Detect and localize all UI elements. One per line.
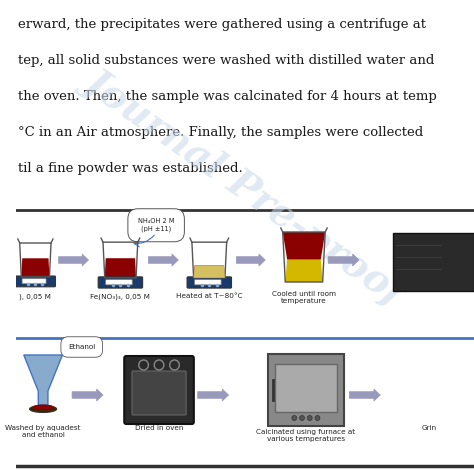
- Circle shape: [300, 416, 304, 420]
- Polygon shape: [283, 232, 325, 282]
- FancyBboxPatch shape: [106, 280, 132, 285]
- Text: Washed by aquadest
and ethanol: Washed by aquadest and ethanol: [5, 425, 81, 438]
- FancyBboxPatch shape: [275, 364, 337, 412]
- FancyBboxPatch shape: [98, 277, 143, 288]
- Text: NH₄OH 2 M
(pH ±11): NH₄OH 2 M (pH ±11): [138, 218, 174, 232]
- Polygon shape: [24, 355, 63, 405]
- FancyBboxPatch shape: [195, 280, 221, 285]
- Circle shape: [292, 416, 297, 420]
- FancyBboxPatch shape: [22, 279, 46, 283]
- Text: the oven. Then, the sample was calcinated for 4 hours at temp: the oven. Then, the sample was calcinate…: [18, 90, 437, 103]
- FancyBboxPatch shape: [132, 371, 186, 415]
- FancyBboxPatch shape: [124, 356, 194, 424]
- Text: Dried in oven: Dried in oven: [135, 425, 183, 431]
- Text: Grin: Grin: [422, 425, 437, 431]
- Polygon shape: [283, 232, 325, 259]
- Polygon shape: [237, 254, 265, 266]
- FancyBboxPatch shape: [15, 276, 55, 287]
- Text: Ethanol: Ethanol: [68, 344, 95, 350]
- Text: Fe(NO₃)₃, 0,05 M: Fe(NO₃)₃, 0,05 M: [91, 293, 150, 300]
- FancyBboxPatch shape: [393, 233, 474, 291]
- Ellipse shape: [29, 405, 56, 412]
- Polygon shape: [72, 389, 103, 401]
- Polygon shape: [198, 389, 228, 401]
- FancyBboxPatch shape: [268, 354, 344, 426]
- Text: tep, all solid substances were washed with distilled water and: tep, all solid substances were washed wi…: [18, 54, 434, 67]
- Polygon shape: [105, 258, 136, 278]
- Text: erward, the precipitates were gathered using a centrifuge at: erward, the precipitates were gathered u…: [18, 18, 426, 31]
- Text: til a fine powder was established.: til a fine powder was established.: [18, 162, 243, 175]
- Circle shape: [315, 416, 320, 420]
- Polygon shape: [328, 254, 359, 266]
- Polygon shape: [285, 259, 323, 282]
- Circle shape: [307, 416, 312, 420]
- Polygon shape: [349, 389, 380, 401]
- Text: °C in an Air atmosphere. Finally, the samples were collected: °C in an Air atmosphere. Finally, the sa…: [18, 126, 423, 139]
- Ellipse shape: [33, 404, 54, 410]
- Text: Calcinated using furnace at
various temperatures: Calcinated using furnace at various temp…: [256, 429, 356, 442]
- Text: Heated at T~80°C: Heated at T~80°C: [176, 293, 243, 299]
- Polygon shape: [193, 265, 225, 278]
- Polygon shape: [59, 254, 89, 266]
- Text: ), 0,05 M: ), 0,05 M: [19, 293, 51, 300]
- FancyBboxPatch shape: [187, 277, 231, 288]
- Text: Journal Pre-proof: Journal Pre-proof: [78, 60, 412, 310]
- Polygon shape: [193, 265, 225, 278]
- Polygon shape: [148, 254, 178, 266]
- Text: Cooled until room
temperature: Cooled until room temperature: [272, 291, 336, 304]
- Polygon shape: [21, 258, 49, 277]
